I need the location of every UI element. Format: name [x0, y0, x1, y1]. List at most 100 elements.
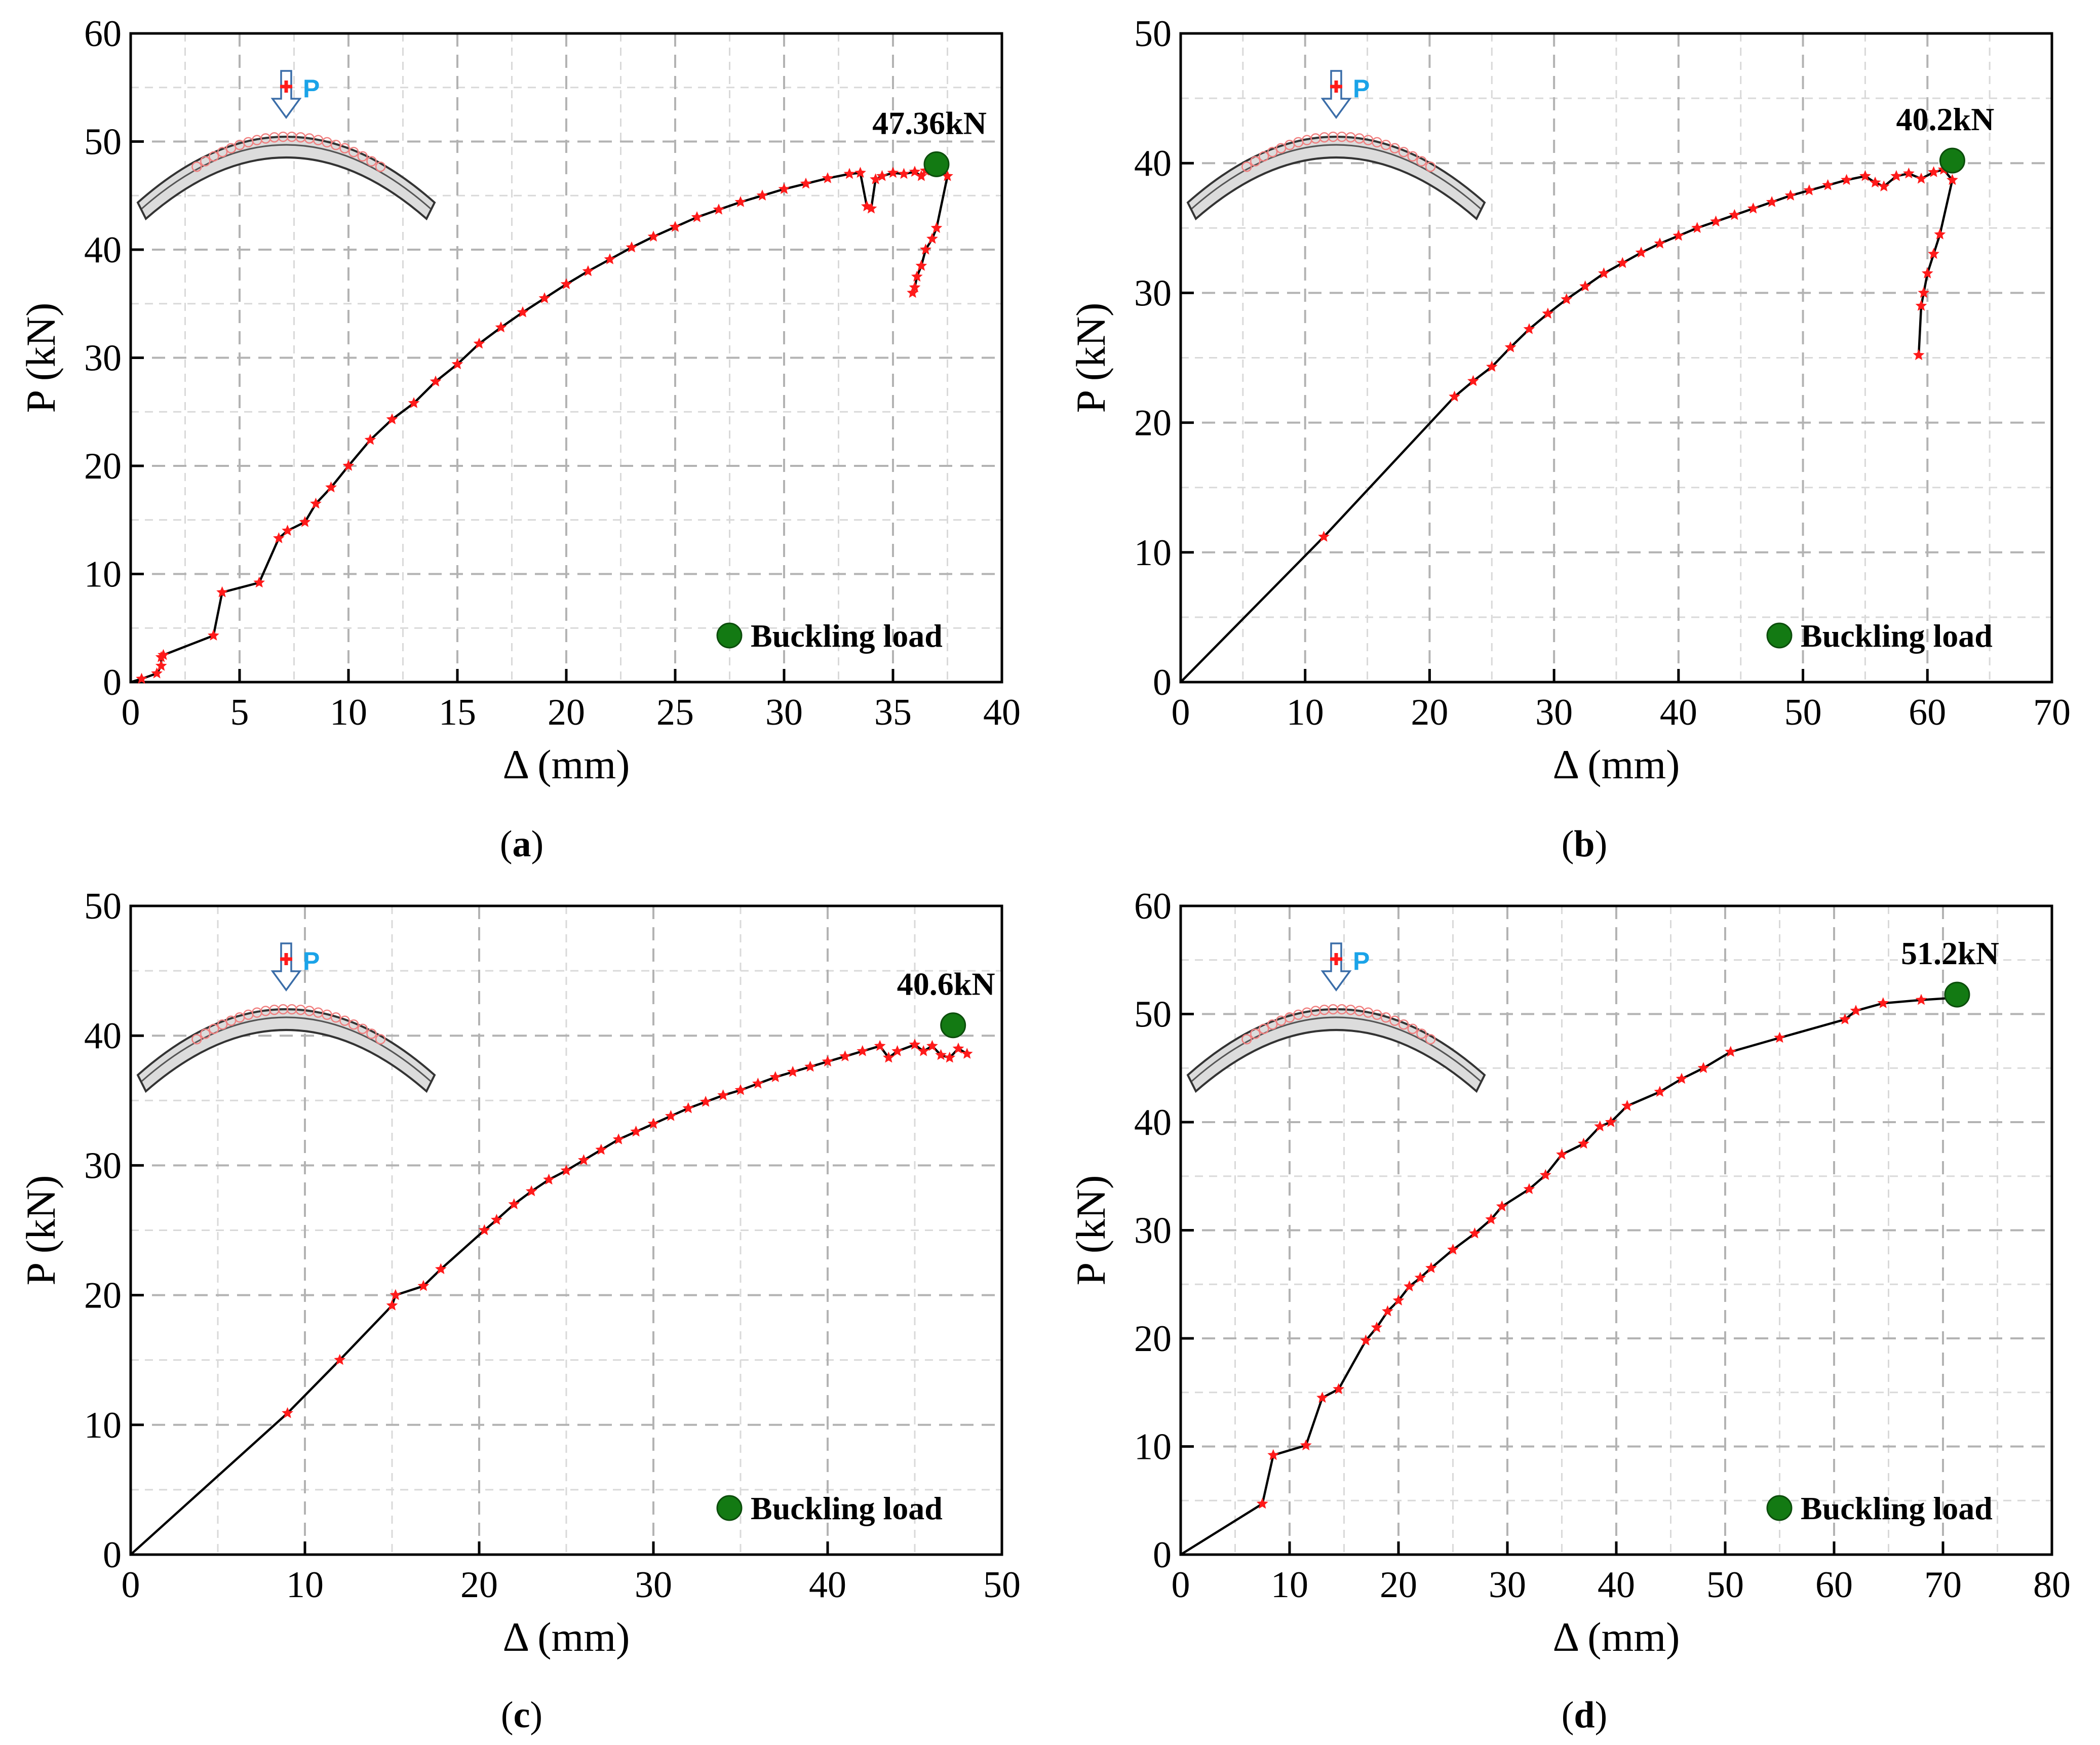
panel-c-arch-bolt [191, 1034, 202, 1045]
panel-c-data-marker [839, 1050, 851, 1061]
panel-d-data-marker [1425, 1262, 1437, 1273]
panel-c-data-marker [944, 1051, 956, 1063]
panel-d-x-tick-label: 10 [1271, 1564, 1308, 1606]
panel-b-arch-bolt [1258, 151, 1269, 162]
panel-d-inset-arch: P [1186, 942, 1486, 1093]
panel-a-load-curve [130, 168, 949, 684]
panel-b-data-marker [1710, 215, 1722, 227]
panel-c-data-marker [769, 1071, 782, 1082]
panel-b-y-tick-label: 40 [1134, 143, 1172, 184]
panel-a-data-marker [734, 196, 747, 207]
panel-c-data-marker [909, 1039, 921, 1050]
panel-a-arch-bolt [339, 143, 350, 153]
panel-b-data-marker [1878, 180, 1890, 191]
panel-a-data-marker [887, 167, 899, 178]
panel-d-data-marker [1300, 1439, 1312, 1451]
panel-a-x-tick-label: 25 [656, 692, 694, 733]
panel-d-x-tick-label: 0 [1172, 1564, 1190, 1606]
panel-b-data-marker [1504, 341, 1516, 352]
panel-d-y-axis-title: P (kN) [1068, 1175, 1114, 1286]
panel-d-buckling-point [1944, 981, 1970, 1008]
panel-c-data-marker [334, 1354, 346, 1365]
panel-b-y-tick-label: 30 [1134, 272, 1172, 314]
panel-c-data-marker [822, 1055, 834, 1067]
panel-a-data-marker [155, 660, 167, 671]
panel-d-y-tick-label: 50 [1134, 994, 1172, 1036]
panel-b-data-marker [1747, 202, 1759, 214]
panel-d-data-marker [1469, 1227, 1481, 1239]
panel-b-legend: Buckling load [1766, 618, 1993, 654]
panel-b-arch-bolt [1398, 146, 1409, 157]
panel-b-data-marker [1918, 287, 1930, 298]
panel-c-y-tick-label: 30 [84, 1145, 122, 1186]
panel-b-data-marker [1542, 307, 1554, 319]
panel-b-data-marker [1467, 375, 1479, 386]
panel-a-data-marker [920, 244, 931, 255]
panel-c-load-point-icon [280, 953, 292, 965]
panel-b-x-tick-label: 70 [2033, 692, 2071, 733]
panel-b-markers [1318, 164, 1958, 542]
panel-c-data-marker [543, 1173, 555, 1185]
panel-a-data-marker [870, 173, 881, 184]
panel-a-data-marker [604, 253, 616, 264]
panel-d-data-marker [1839, 1013, 1851, 1024]
panel-d-peak-label: 51.2kN [1901, 935, 1999, 971]
panel-b-data-marker [1579, 280, 1591, 292]
panel-a-x-tick-label: 30 [765, 692, 803, 733]
panel-a-data-marker [756, 189, 768, 201]
panel-a-y-tick-label: 60 [84, 13, 122, 55]
panel-b-data-marker [1691, 222, 1703, 233]
panel-a-x-tick-label: 10 [330, 692, 367, 733]
panel-c-data-marker [961, 1048, 973, 1059]
panel-d-data-marker [1267, 1449, 1279, 1460]
panel-b-data-marker [1928, 248, 1939, 259]
panel-b-y-tick-label: 0 [1153, 662, 1172, 703]
panel-a-data-marker [669, 221, 681, 232]
panel-d-arch-bolt [1425, 1034, 1436, 1045]
panel-c-data-marker [717, 1089, 729, 1100]
panel-a-data-marker [907, 287, 919, 298]
panel-b-arch-bolt [1267, 146, 1278, 157]
panel-a-data-marker [325, 481, 337, 493]
panel-b-axes-frame [1179, 32, 2053, 684]
panel-b-load-label: P [1353, 74, 1370, 103]
panel-a-load-point-icon [280, 81, 292, 93]
panel-c-peak-label: 40.6kN [897, 966, 995, 1002]
panel-c-arch-bolt [375, 1034, 386, 1045]
panel-d-data-marker [1485, 1213, 1497, 1224]
panel-c-data-marker [926, 1040, 938, 1051]
panel-a-data-marker [691, 211, 703, 222]
panel-d-data-marker [1382, 1305, 1393, 1317]
panel-a-load-arrow-icon [270, 70, 302, 119]
panel-b-data-marker [1523, 323, 1535, 334]
panel-b-data-marker [1654, 237, 1666, 249]
panel-b-load-curve [1180, 168, 1954, 683]
panel-d-x-tick-label: 50 [1706, 1564, 1744, 1606]
panel-b-load-point-icon [1330, 81, 1342, 93]
panel-b-y-tick-label: 10 [1134, 532, 1172, 574]
panel-c-arch-inner-line [141, 1016, 431, 1082]
panel-c-data-marker [612, 1133, 625, 1144]
panel-a-data-marker [876, 170, 888, 181]
chart-b: 0 10 20 30 40 50 60 70 0 10 20 30 40 50 Δ (mm) P (kN) P 4… [1068, 13, 2071, 787]
panel-a-legend: Buckling load [716, 618, 943, 654]
panel-c-data-marker [874, 1040, 886, 1051]
panel-a-arch-bolt [375, 161, 386, 172]
panel-a-y-tick-label: 40 [84, 229, 122, 271]
panel-a-data-marker [647, 230, 659, 242]
panel-c-data-marker [734, 1084, 747, 1095]
panel-a-y-axis-title: P (kN) [18, 303, 64, 413]
panel-a-x-tick-label: 20 [548, 692, 585, 733]
panel-b-data-marker [1449, 390, 1460, 402]
panel-a-data-marker [208, 629, 219, 641]
panel-d-x-tick-label: 80 [2033, 1564, 2071, 1606]
panel-c-data-marker [478, 1224, 490, 1236]
panel-b-data-marker [1903, 167, 1915, 179]
panel-d-data-marker [1414, 1272, 1426, 1283]
panel-b-x-tick-label: 40 [1660, 692, 1697, 733]
panel-a-data-marker [800, 177, 812, 189]
panel-c-arch-bolt [366, 1028, 377, 1039]
panel-a-arch-bolt [191, 161, 202, 172]
panel-a-data-marker [151, 667, 163, 679]
panel-a-data-marker [926, 232, 938, 244]
